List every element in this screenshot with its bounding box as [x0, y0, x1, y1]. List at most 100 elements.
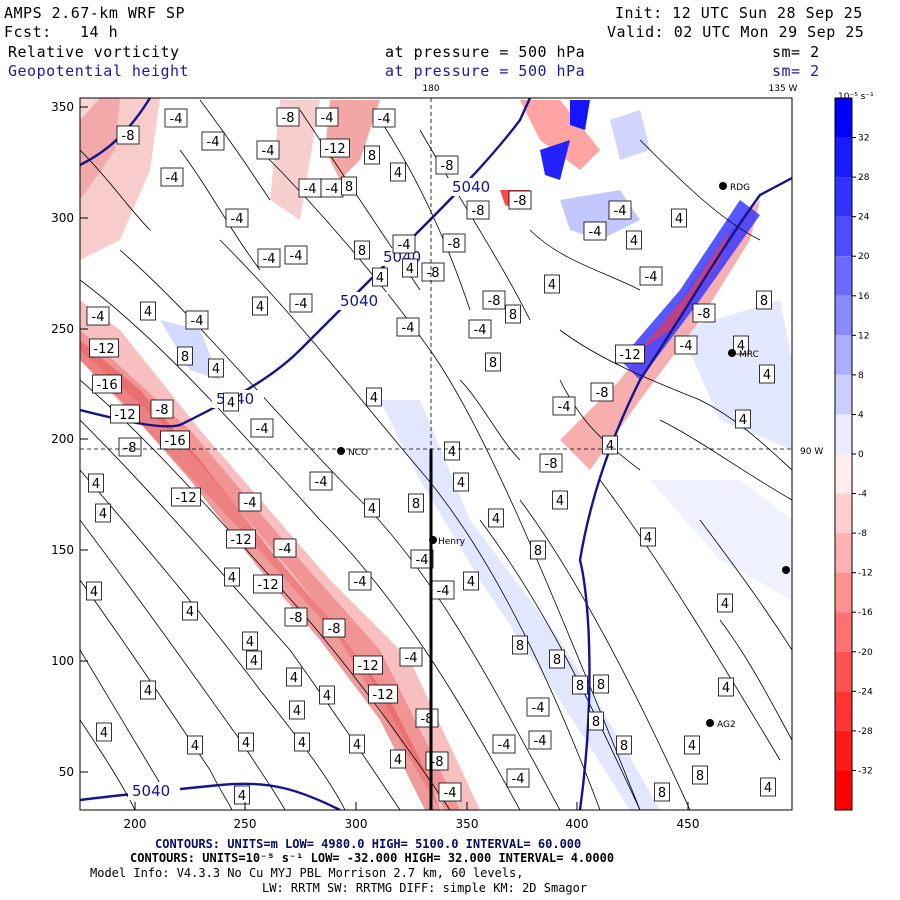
vorticity-label-text: -4: [444, 786, 457, 801]
footer-physics: LW: RRTM SW: RRTMG DIFF: simple KM: 2D S…: [262, 881, 588, 895]
vorticity-label: -8: [284, 607, 308, 627]
vorticity-label-text: -8: [698, 307, 711, 322]
vorticity-label-text: -4: [402, 321, 415, 336]
vorticity-label: 4: [735, 409, 751, 429]
vorticity-label: 8: [505, 304, 521, 324]
vorticity-labels: -8-4-4-4-4-4-8 -4-12 8-4 -4 84-4-8-8-8-4-484…: [86, 107, 776, 805]
vorticity-label: -8: [466, 200, 490, 220]
vorticity-label: -12: [615, 344, 645, 364]
vorticity-label-text: 8: [620, 739, 628, 754]
vorticity-label-text: 4: [630, 234, 638, 249]
vorticity-label-text: -4: [534, 734, 547, 749]
vorticity-label-text: 8: [592, 715, 600, 730]
field-vorticity: Relative vorticity: [8, 43, 180, 61]
vorticity-label: -4: [201, 131, 225, 151]
vorticity-label-text: -12: [357, 659, 378, 674]
colorbar-cell: [835, 335, 852, 375]
vorticity-label-text: -8: [290, 611, 303, 626]
vorticity-label: 8: [364, 145, 380, 165]
colorbar-tick-label: -28: [858, 727, 873, 737]
vorticity-label: -4: [492, 734, 516, 754]
colorbar-cells: [835, 98, 852, 810]
vorticity-label: -4: [639, 266, 663, 286]
vorticity-label-text: 8: [534, 544, 542, 559]
vorticity-label-text: -8: [448, 237, 461, 252]
vorticity-label: 4: [640, 527, 656, 547]
colorbar-unit: 10⁻⁵ s⁻¹: [838, 92, 874, 102]
colorbar-cell: [835, 651, 852, 692]
vorticity-label-text: -12: [372, 688, 393, 703]
vorticity-label: 4: [238, 732, 254, 752]
vorticity-label-text: -12: [175, 491, 196, 506]
colorbar-tick-label: -32: [858, 766, 873, 776]
x-tick-label: 300: [345, 817, 368, 831]
vorticity-label: -4: [225, 208, 249, 228]
colorbar-cell: [835, 770, 852, 810]
field-height: Geopotential height: [8, 62, 190, 80]
vorticity-label-text: 4: [298, 736, 306, 751]
vorticity-label: -12: [89, 338, 119, 358]
vorticity-label-text: -8: [282, 111, 295, 126]
vorticity-label-text: 4: [406, 262, 414, 277]
vorticity-label: -4: [298, 178, 322, 198]
colorbar-cell: [835, 730, 852, 771]
colorbar-cell: [835, 572, 852, 613]
footer-height-contours: CONTOURS: UNITS=m LOW= 4980.0 HIGH= 5100…: [155, 837, 582, 851]
vorticity-label: -4: [468, 319, 492, 339]
vorticity-label-text: 4: [739, 413, 747, 428]
vorticity-label: 4: [208, 358, 224, 378]
vorticity-label-text: 4: [467, 575, 475, 590]
y-tick-label: 350: [51, 100, 74, 114]
vorticity-label: -12: [353, 655, 383, 675]
x-tick-label: 200: [124, 817, 147, 831]
colorbar-ticks: 32 28 24 20 16 12 8 4 0 -4 -8 -12 -16 -20 -24 -28 -32: [852, 134, 873, 776]
vorticity-label: 4: [224, 567, 240, 587]
vorticity-label: -4: [256, 140, 280, 160]
vorticity-label-text: -4: [378, 112, 391, 127]
vorticity-label: -4: [526, 697, 550, 717]
colorbar-cell: [835, 493, 852, 534]
vorticity-label-text: 4: [100, 726, 108, 741]
vorticity-label: -16: [160, 430, 190, 450]
station-marker: [706, 719, 714, 727]
vorticity-label-text: -8: [328, 622, 341, 637]
plot-border: [79, 97, 793, 811]
vorticity-label: 4: [349, 734, 365, 754]
vorticity-label: 8: [549, 649, 565, 669]
vorticity-label: 4: [223, 392, 239, 412]
vorticity-label-text: -4: [321, 111, 334, 126]
y-tick-label: 200: [51, 432, 74, 446]
vorticity-label: -4: [273, 538, 297, 558]
vorticity-label: -8: [590, 382, 614, 402]
colorbar-tick-label: 20: [858, 252, 870, 262]
vorticity-label-text: 4: [186, 605, 194, 620]
x-axis: 200 250 300 350 400 450: [124, 817, 700, 831]
vorticity-label: -8: [508, 190, 532, 210]
vorticity-label-text: 8: [516, 639, 524, 654]
vorticity-label: 8: [692, 765, 708, 785]
colorbar: 10⁻⁵ s⁻¹ 32 28 24 20 16 12 8 4 0 -4 -8 -12 -16 -20 -24…: [834, 92, 874, 811]
vorticity-label: -12: [226, 529, 256, 549]
vorticity-label-text: -4: [532, 701, 545, 716]
colorbar-cell: [835, 295, 852, 336]
vorticity-label-text: -12: [93, 342, 114, 357]
vorticity-label-text: 4: [448, 445, 456, 460]
vorticity-label-text: 4: [228, 571, 236, 586]
vorticity-label-text: 4: [144, 305, 152, 320]
vorticity-label-text: 8: [597, 678, 605, 693]
vorticity-label: -8: [150, 399, 174, 419]
vorticity-label-text: -4: [354, 575, 367, 590]
vorticity-label-text: 4: [548, 278, 556, 293]
vorticity-label-text: 4: [394, 166, 402, 181]
vorticity-label-text: -4: [290, 249, 303, 264]
vorticity-label-text: 4: [737, 339, 745, 354]
vorticity-label: 4: [182, 601, 198, 621]
vorticity-label: 4: [187, 735, 203, 755]
vorticity-label-text: 8: [358, 244, 366, 259]
colorbar-cell: [835, 177, 852, 217]
vorticity-label-text: -8: [431, 755, 444, 770]
vorticity-label: 8: [354, 240, 370, 260]
vorticity-label-text: 4: [238, 789, 246, 804]
vorticity-label: 4: [140, 301, 156, 321]
vorticity-label: -8: [116, 125, 140, 145]
